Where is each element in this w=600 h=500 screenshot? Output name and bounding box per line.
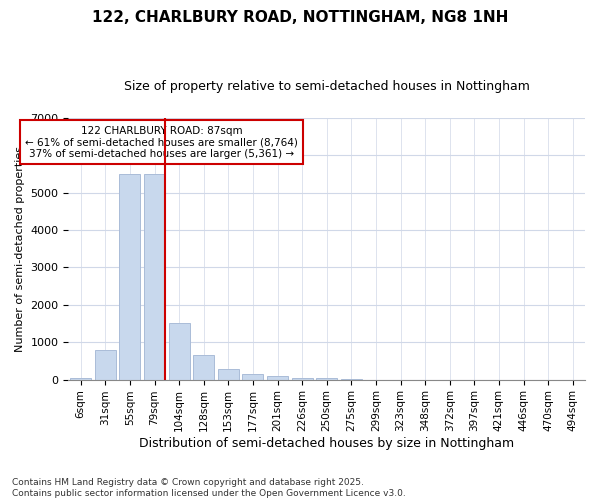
Bar	[267, 376, 288, 380]
Bar	[95, 350, 116, 380]
Bar	[242, 374, 263, 380]
Bar	[169, 324, 190, 380]
Y-axis label: Number of semi-detached properties: Number of semi-detached properties	[15, 146, 25, 352]
Text: Contains HM Land Registry data © Crown copyright and database right 2025.
Contai: Contains HM Land Registry data © Crown c…	[12, 478, 406, 498]
Bar	[316, 378, 337, 380]
Title: Size of property relative to semi-detached houses in Nottingham: Size of property relative to semi-detach…	[124, 80, 530, 93]
X-axis label: Distribution of semi-detached houses by size in Nottingham: Distribution of semi-detached houses by …	[139, 437, 514, 450]
Bar	[70, 378, 91, 380]
Bar	[119, 174, 140, 380]
Bar	[292, 378, 313, 380]
Text: 122, CHARLBURY ROAD, NOTTINGHAM, NG8 1NH: 122, CHARLBURY ROAD, NOTTINGHAM, NG8 1NH	[92, 10, 508, 25]
Text: 122 CHARLBURY ROAD: 87sqm
← 61% of semi-detached houses are smaller (8,764)
37% : 122 CHARLBURY ROAD: 87sqm ← 61% of semi-…	[25, 126, 298, 159]
Bar	[218, 369, 239, 380]
Bar	[193, 356, 214, 380]
Bar	[144, 174, 165, 380]
